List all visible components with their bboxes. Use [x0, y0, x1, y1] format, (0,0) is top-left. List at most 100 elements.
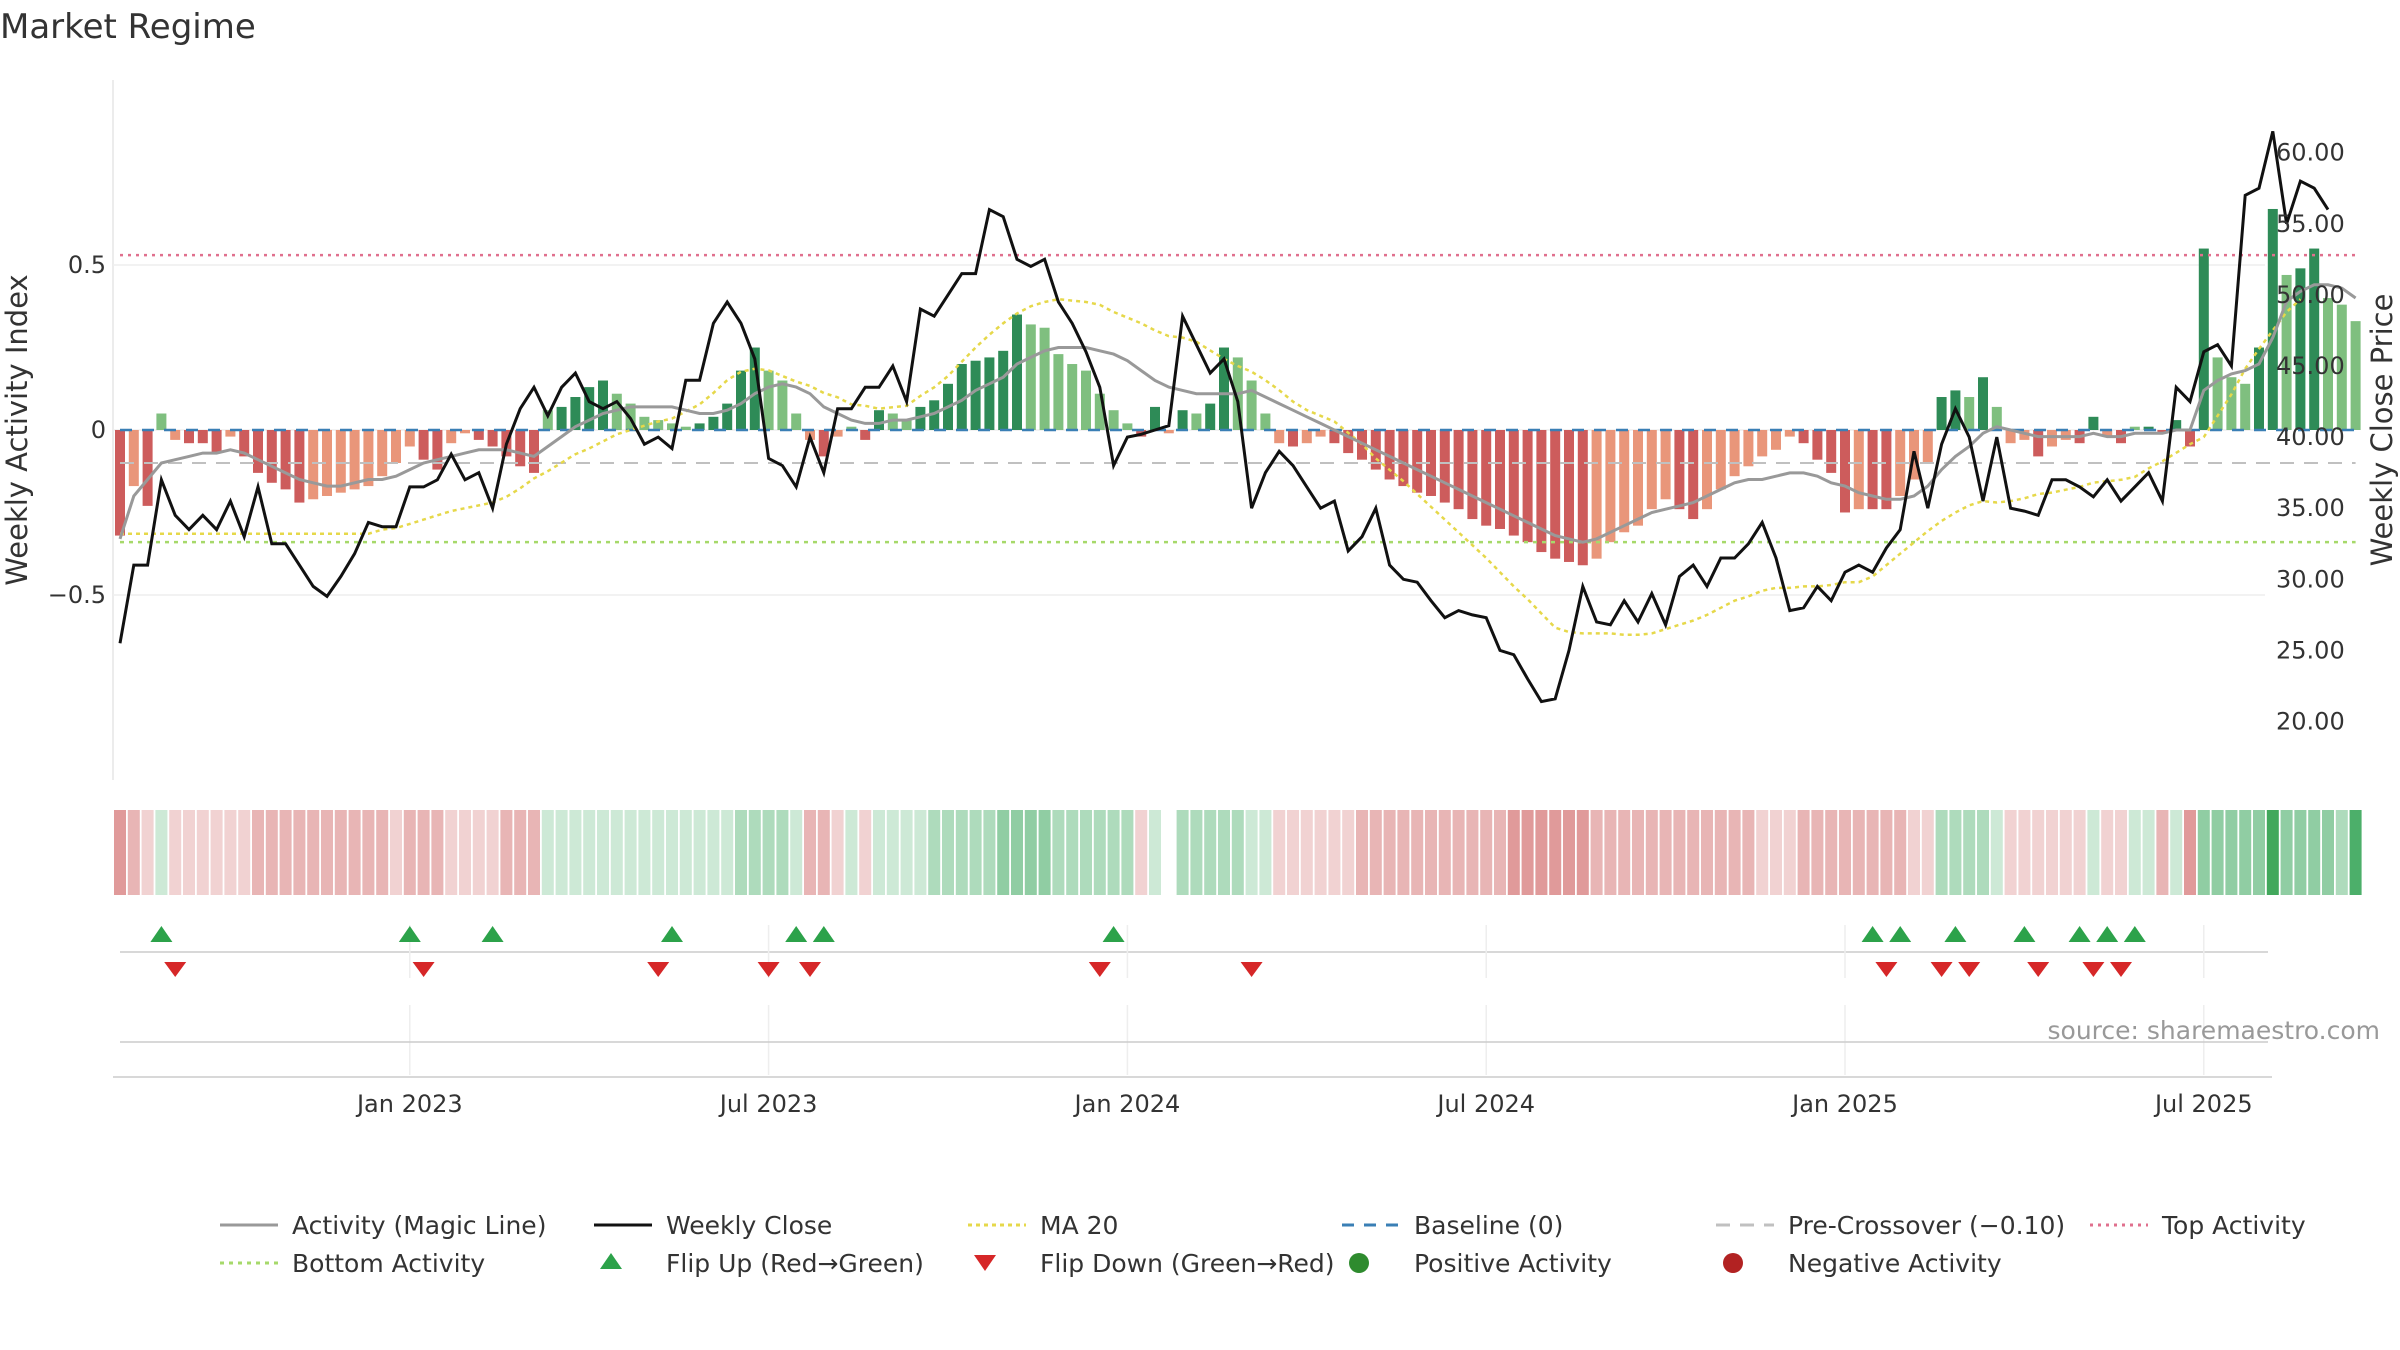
activity-bar	[1564, 430, 1574, 562]
activity-bar	[2323, 298, 2333, 430]
activity-bar	[1978, 377, 1988, 430]
regime-cell	[279, 810, 292, 895]
activity-bar	[128, 430, 139, 487]
y2-tick-label: 35.00	[2276, 494, 2345, 522]
activity-bar	[156, 413, 167, 430]
activity-bar	[1219, 347, 1229, 430]
y2-tick-label: 50.00	[2276, 281, 2345, 309]
activity-bar	[1812, 430, 1823, 460]
legend-label: Baseline (0)	[1414, 1211, 1563, 1240]
regime-cell	[403, 810, 416, 895]
regime-cell	[1921, 810, 1934, 895]
activity-bar	[1150, 406, 1160, 430]
regime-cell	[2142, 810, 2155, 895]
regime-cell	[1176, 810, 1189, 895]
y2-tick-label: 55.00	[2276, 210, 2345, 238]
regime-cell	[1949, 810, 1962, 895]
regime-cell	[1549, 810, 1562, 895]
flip-up-marker	[2123, 926, 2146, 942]
activity-bar	[1495, 430, 1505, 529]
regime-cell	[1494, 810, 1506, 895]
x-tick-label: Jul 2023	[718, 1090, 818, 1118]
activity-bar	[1674, 430, 1685, 510]
regime-cell	[1011, 810, 1023, 895]
activity-bar	[874, 410, 884, 430]
regime-cell	[900, 810, 913, 895]
regime-cell	[417, 810, 430, 895]
flip-up-marker	[150, 926, 173, 942]
y2-tick-label: 25.00	[2276, 636, 2345, 664]
regime-cell	[1728, 810, 1741, 895]
regime-cell	[1632, 810, 1644, 895]
legend-label: Pre-Crossover (−0.10)	[1788, 1211, 2065, 1240]
activity-bar	[1508, 430, 1519, 536]
activity-bar	[1757, 430, 1768, 457]
regime-cell	[1466, 810, 1479, 895]
flip-up-marker	[1102, 926, 1125, 942]
activity-bar	[598, 380, 608, 430]
activity-bar	[1081, 370, 1091, 430]
activity-bar	[708, 416, 719, 430]
regime-cell	[155, 810, 168, 895]
activity-bar	[2295, 268, 2306, 430]
regime-cell	[486, 810, 499, 895]
activity-bar	[2060, 430, 2071, 440]
legend-label: Activity (Magic Line)	[292, 1211, 546, 1240]
activity-bar	[1715, 430, 1726, 490]
regime-cell	[307, 810, 320, 895]
regime-cell	[1121, 810, 1134, 895]
regime-cell	[2211, 810, 2224, 895]
flip-up-marker	[812, 926, 835, 942]
regime-cell	[1935, 810, 1948, 895]
activity-bar	[1660, 430, 1671, 500]
regime-cell	[2349, 810, 2362, 895]
flip-down-marker	[1875, 962, 1898, 977]
regime-cell	[2170, 810, 2183, 895]
activity-bar	[1274, 430, 1285, 444]
activity-bar	[763, 370, 774, 430]
activity-bar	[529, 430, 539, 473]
activity-bar	[1122, 423, 1133, 430]
activity-bar	[818, 430, 829, 457]
regime-cell	[1977, 810, 1989, 895]
regime-cell	[1218, 810, 1230, 895]
activity-bar	[2033, 430, 2044, 457]
activity-bar	[639, 416, 650, 430]
regime-cell	[1714, 810, 1727, 895]
regime-cell	[252, 810, 264, 895]
regime-cell	[693, 810, 706, 895]
activity-bar	[2019, 430, 2030, 440]
regime-cell	[2128, 810, 2141, 895]
activity-bar	[1094, 393, 1105, 430]
activity-bar	[2185, 430, 2195, 447]
regime-cell	[1535, 810, 1548, 895]
activity-bar	[294, 430, 305, 503]
regime-cell	[1452, 810, 1465, 895]
regime-cell	[431, 810, 444, 895]
activity-bar	[2350, 321, 2361, 430]
regime-cell	[169, 810, 182, 895]
legend-label: Flip Down (Green→Red)	[1040, 1249, 1335, 1278]
weekly-close-line	[118, 130, 2330, 704]
activity-bar	[694, 423, 705, 430]
legend-label: MA 20	[1040, 1211, 1118, 1240]
activity-bar	[1343, 430, 1354, 454]
regime-cell	[1839, 810, 1851, 895]
regime-cell	[348, 810, 361, 895]
regime-cell	[2335, 810, 2348, 895]
regime-cell	[1825, 810, 1838, 895]
flip-down-marker	[2082, 962, 2105, 977]
regime-cell	[1963, 810, 1976, 895]
source-credit: source: sharemaestro.com	[2048, 1016, 2381, 1045]
regime-cell	[1990, 810, 2003, 895]
regime-cell	[638, 810, 651, 895]
activity-bar	[391, 430, 401, 463]
activity-bar	[1771, 430, 1781, 450]
activity-bar	[2212, 357, 2223, 430]
y2-tick-label: 20.00	[2276, 708, 2345, 736]
regime-cell	[1659, 810, 1672, 895]
flip-up-marker	[2096, 926, 2119, 942]
regime-cell	[1080, 810, 1092, 895]
regime-cell	[2115, 810, 2127, 895]
regime-cell	[859, 810, 872, 895]
